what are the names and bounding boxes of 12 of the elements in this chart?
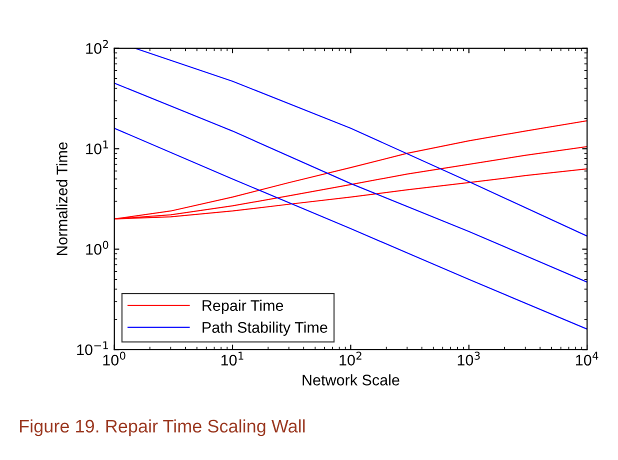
x-tick-label: 10$^{2}$	[340, 352, 362, 366]
y-tick-label: 10$^{1}$	[86, 140, 108, 154]
x-tick-label: 10$^{4}$	[576, 352, 598, 366]
legend-label: Repair Time	[202, 300, 284, 314]
legend-label: Path Stability Time	[202, 322, 328, 336]
y-axis-title: Normalized Time	[56, 142, 68, 255]
caption: Figure 19. Repair Time Scaling Wall	[20, 419, 305, 436]
x-tick-label: 10$^{3}$	[458, 352, 480, 366]
x-tick-label: 10$^{1}$	[221, 352, 244, 366]
x-axis-title: Network Scale	[302, 374, 400, 386]
y-tick-label: 10$^{2}$	[86, 40, 108, 54]
y-tick-label: 10$^{0}$	[86, 240, 108, 255]
